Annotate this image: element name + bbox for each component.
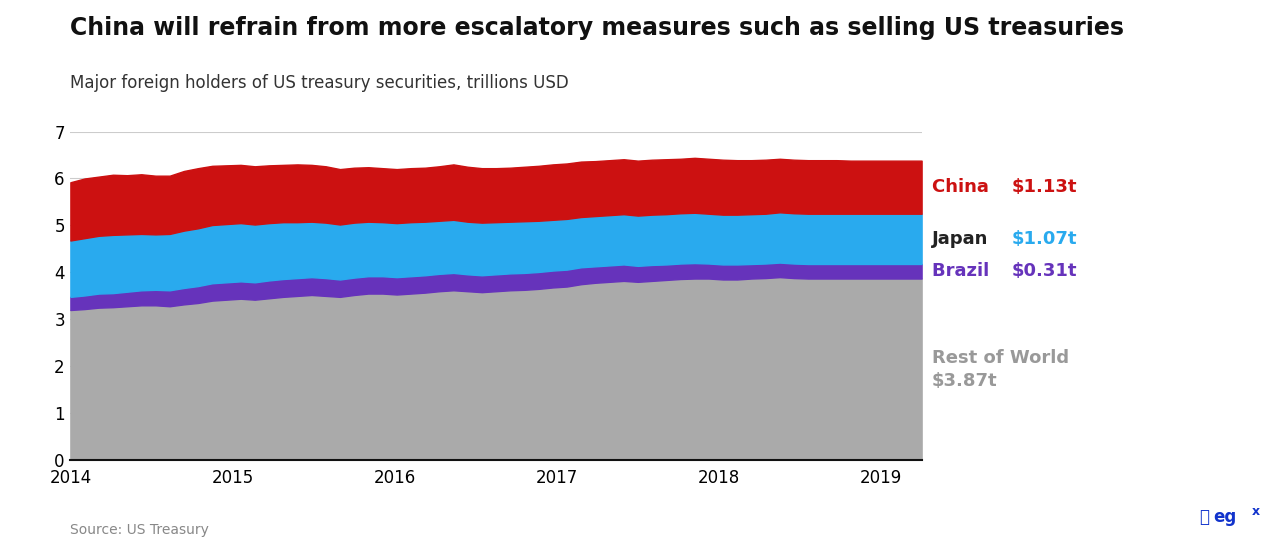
Text: China: China <box>932 178 995 196</box>
Text: Source: US Treasury: Source: US Treasury <box>70 523 209 537</box>
Text: x: x <box>1252 505 1260 518</box>
Text: $1.07t: $1.07t <box>1011 230 1076 248</box>
Text: Rest of World: Rest of World <box>932 349 1069 367</box>
Text: Brazil: Brazil <box>932 262 996 280</box>
Text: Ⓔ: Ⓔ <box>1199 508 1210 526</box>
Text: $3.87t: $3.87t <box>932 372 997 390</box>
Text: Major foreign holders of US treasury securities, trillions USD: Major foreign holders of US treasury sec… <box>70 74 570 92</box>
Text: $1.13t: $1.13t <box>1011 178 1076 196</box>
Text: Japan: Japan <box>932 230 995 248</box>
Text: eg: eg <box>1213 508 1236 526</box>
Text: $0.31t: $0.31t <box>1011 262 1076 280</box>
Text: China will refrain from more escalatory measures such as selling US treasuries: China will refrain from more escalatory … <box>70 16 1124 41</box>
